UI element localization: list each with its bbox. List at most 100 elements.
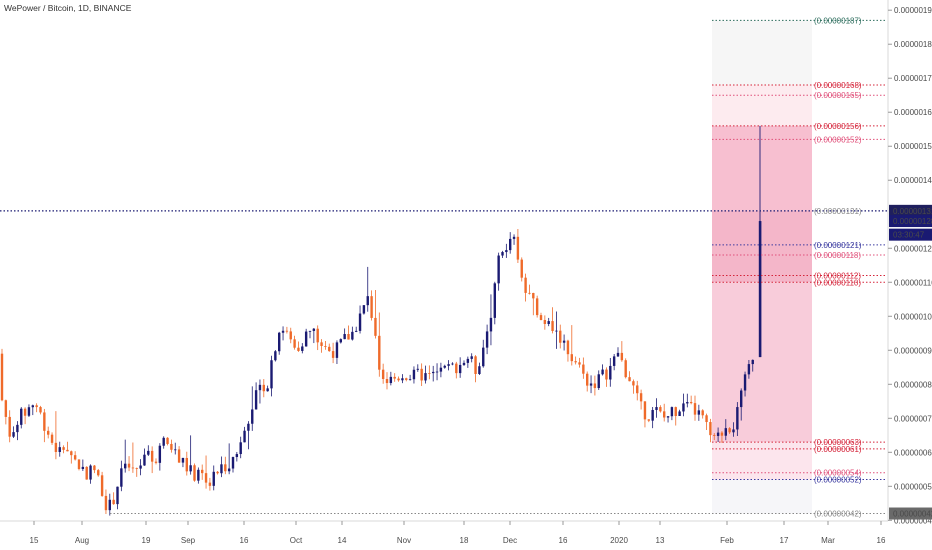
candle-body: [66, 449, 69, 452]
time-tick-label: Sep: [181, 536, 196, 545]
candle-body: [170, 443, 173, 450]
candle-body: [539, 315, 543, 321]
candle-body: [485, 331, 489, 348]
time-tick-label: 16: [240, 536, 249, 545]
candle-body: [659, 407, 662, 412]
fib-label: (0.00000152): [814, 135, 862, 144]
fib-label: (0.00000054): [814, 469, 862, 478]
candle-body: [720, 432, 724, 436]
candle-body: [524, 277, 527, 293]
fib-zone-2: [712, 125, 812, 211]
time-tick-label: 16: [877, 536, 886, 545]
candle-body: [609, 365, 612, 380]
candle-body: [193, 465, 196, 481]
candle-body: [274, 351, 277, 361]
candle-body: [301, 346, 304, 351]
fib-label: (0.00000042): [814, 510, 862, 519]
candle-body: [266, 388, 269, 392]
current-price-badge: 0.00000128: [893, 217, 932, 226]
candle-body: [643, 401, 647, 420]
candle-body: [636, 385, 639, 394]
candle-body: [458, 364, 462, 374]
time-tick-label: Feb: [720, 536, 734, 545]
candle-body: [35, 405, 38, 408]
fib-zone-1: [712, 85, 812, 126]
candle-body: [628, 377, 631, 382]
fib-zone-6: [712, 479, 812, 514]
candle-body: [728, 428, 731, 433]
candle-body: [247, 423, 250, 431]
candle-body: [709, 422, 712, 436]
candle-body: [239, 442, 242, 455]
candle-body: [678, 411, 681, 417]
candle-body: [482, 347, 485, 367]
fib-label: (0.00000052): [814, 476, 862, 485]
candle-body: [320, 342, 323, 346]
time-tick-label: 13: [656, 536, 665, 545]
candle-body: [501, 252, 504, 256]
candle-body: [578, 362, 581, 365]
candle-body: [724, 428, 727, 436]
candle-body: [736, 407, 739, 430]
candle-body: [632, 381, 635, 386]
candle-body: [135, 468, 138, 470]
time-tick-label: Dec: [503, 536, 517, 545]
candle-body: [343, 334, 346, 340]
candle-body: [663, 411, 666, 418]
current-price-badge-bg: [889, 215, 932, 228]
candle-body: [316, 328, 319, 343]
candle-body: [758, 221, 762, 358]
candle-body: [559, 330, 562, 343]
candle-body: [416, 368, 419, 370]
candle-body: [89, 465, 92, 480]
candle-body: [412, 369, 416, 380]
fib-label: (0.00000168): [814, 81, 862, 90]
candle-body: [597, 374, 600, 389]
candle-body: [693, 403, 697, 415]
candle-body: [474, 356, 477, 374]
candle-body: [639, 393, 643, 402]
candle-body: [270, 360, 273, 389]
candle-body: [505, 250, 508, 253]
candle-body: [366, 296, 369, 306]
fib-label: (0.00000063): [814, 438, 862, 447]
fib-label: (0.00000118): [814, 251, 861, 260]
candle-body: [62, 447, 65, 450]
time-tick-label: 15: [30, 536, 39, 545]
candle-body: [512, 236, 516, 239]
time-tick-label: Aug: [75, 536, 89, 545]
candle-body: [208, 482, 212, 486]
candle-body: [293, 339, 296, 348]
time-tick-label: 14: [338, 536, 347, 545]
candle-body: [58, 447, 61, 452]
candle-body: [297, 347, 300, 351]
candle-body: [220, 464, 223, 474]
candle-body: [520, 259, 523, 278]
time-tick-label: Nov: [397, 536, 411, 545]
fib-zones: [712, 20, 812, 514]
candle-body: [73, 455, 77, 460]
candle-body: [443, 365, 446, 368]
candle-body: [289, 331, 292, 340]
candle-body: [528, 292, 531, 294]
candle-body: [586, 373, 589, 386]
candle-body: [70, 451, 73, 456]
candle-body: [666, 416, 670, 418]
candle-body: [516, 236, 520, 260]
candle-body: [27, 407, 31, 416]
fib-levels: (0.00000187) (0.00000168)(0.00000165) (0.0…: [0, 16, 888, 519]
candle-body: [358, 313, 362, 331]
candle-body: [451, 363, 454, 365]
candle-body: [231, 457, 235, 469]
candle-body: [732, 429, 735, 433]
candle-body: [420, 368, 423, 381]
candle-body: [154, 461, 158, 463]
